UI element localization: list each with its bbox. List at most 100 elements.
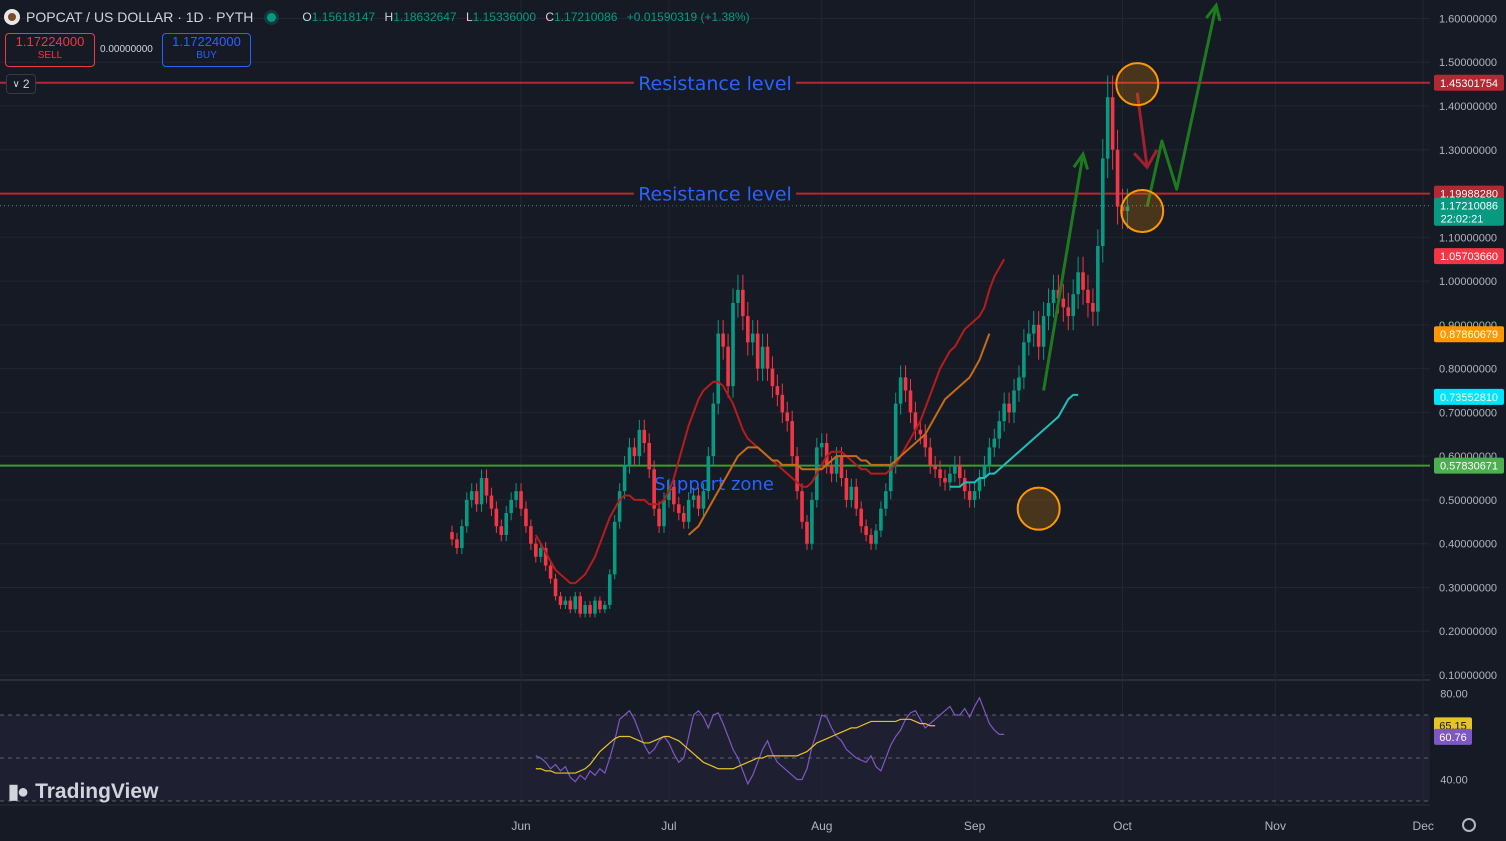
candle-body <box>474 491 479 505</box>
candle <box>785 401 790 432</box>
candle <box>1071 279 1075 331</box>
candle <box>859 501 863 533</box>
candle <box>558 591 563 609</box>
candle-body <box>499 526 504 535</box>
candle-body <box>647 443 651 470</box>
candle <box>657 501 661 533</box>
candle <box>1031 311 1036 348</box>
candle-body <box>755 333 760 369</box>
candle <box>1022 329 1026 390</box>
buy-button[interactable]: 1.17224000 BUY <box>162 33 251 67</box>
candle <box>612 514 617 580</box>
candle <box>765 333 770 381</box>
candle <box>519 483 523 517</box>
open-value: 1.15618147 <box>311 10 376 24</box>
rsi-line <box>535 696 1005 786</box>
sell-button[interactable]: 1.17224000 SELL <box>5 33 95 67</box>
candle <box>908 379 913 424</box>
candle <box>760 333 765 381</box>
candle-body <box>765 346 770 369</box>
candle-body <box>982 464 987 479</box>
green-arrow-up <box>1042 153 1085 391</box>
tradingview-logo[interactable]: ▮● TradingView <box>8 779 158 804</box>
ohlc-readout: O1.15618147 H1.18632647 L1.15336000 C1.1… <box>302 10 750 24</box>
candle-body <box>977 478 982 492</box>
candle-body <box>1022 342 1026 378</box>
candle-body <box>859 508 863 527</box>
candle <box>509 492 513 521</box>
candle-body <box>957 464 962 479</box>
price-label-box <box>1434 185 1504 202</box>
candle-body <box>686 499 691 522</box>
price-tick-label: 0.40000000 <box>1439 539 1497 551</box>
time-tick-label: Dec <box>1413 819 1434 833</box>
candle <box>1061 283 1066 322</box>
candle <box>933 456 937 479</box>
candle-body <box>987 447 992 465</box>
candle-body <box>962 478 967 492</box>
candle <box>450 525 454 546</box>
indicator-toggle-button[interactable]: ∨ 2 <box>6 74 36 94</box>
candle-body <box>810 499 814 544</box>
symbol-title[interactable]: POPCAT / US DOLLAR · 1D · PYTH <box>26 9 254 25</box>
gear-icon[interactable] <box>1462 818 1476 832</box>
candle <box>1076 256 1080 310</box>
candle-body <box>504 513 509 535</box>
candle-body <box>1007 403 1011 413</box>
candle <box>583 600 587 618</box>
candle-body <box>770 368 775 387</box>
candle-body <box>864 526 868 535</box>
candle <box>701 483 706 517</box>
candle-body <box>716 333 721 404</box>
candle-body <box>790 421 794 457</box>
candle-body <box>1071 294 1075 317</box>
candle-body <box>854 486 859 509</box>
candle-body <box>1012 390 1016 413</box>
candle-body <box>672 486 676 505</box>
candle <box>795 446 799 500</box>
price-label: 1.45301754 <box>1440 78 1498 90</box>
price-label-box <box>1434 388 1504 405</box>
candle-body <box>888 464 893 492</box>
chevron-down-icon: ∨ <box>12 78 20 90</box>
candle <box>460 519 464 555</box>
candle-body <box>464 499 469 527</box>
candle <box>1027 320 1031 356</box>
candle-body <box>607 574 612 605</box>
candle-body <box>538 548 543 557</box>
price-tick-label: 1.00000000 <box>1439 276 1497 288</box>
candle-body <box>450 532 454 540</box>
candle-body <box>696 495 701 509</box>
annotation-resistance-upper: Resistance level <box>638 73 792 95</box>
candle-body <box>701 491 706 509</box>
candle-body <box>514 491 518 500</box>
candle-body <box>879 508 883 531</box>
ma-cyan-line <box>949 393 1079 488</box>
candle <box>1086 274 1090 318</box>
candle-body <box>691 495 696 500</box>
candle-body <box>1115 149 1120 207</box>
candle <box>1100 138 1105 263</box>
green-projection-arrow-head <box>1205 1 1222 22</box>
candle-body <box>726 346 730 387</box>
time-tick-label: Jun <box>511 819 530 833</box>
candle <box>810 492 814 550</box>
candle <box>746 301 750 356</box>
countdown-label: 22:02:21 <box>1441 214 1484 226</box>
candle <box>967 483 972 508</box>
sell-price: 1.17224000 <box>15 34 85 49</box>
candle <box>750 320 755 356</box>
candle <box>1051 274 1056 318</box>
candle-body <box>568 600 573 610</box>
candle-body <box>524 508 528 527</box>
time-tick-label: Nov <box>1265 819 1286 833</box>
candle-body <box>642 429 647 444</box>
candle-body <box>1110 97 1115 150</box>
annotation-bg <box>634 181 796 206</box>
candle-body <box>1105 97 1110 159</box>
candle <box>1036 311 1041 360</box>
candle-body <box>948 473 952 483</box>
candle-body <box>1046 302 1051 317</box>
candle <box>1091 288 1095 326</box>
